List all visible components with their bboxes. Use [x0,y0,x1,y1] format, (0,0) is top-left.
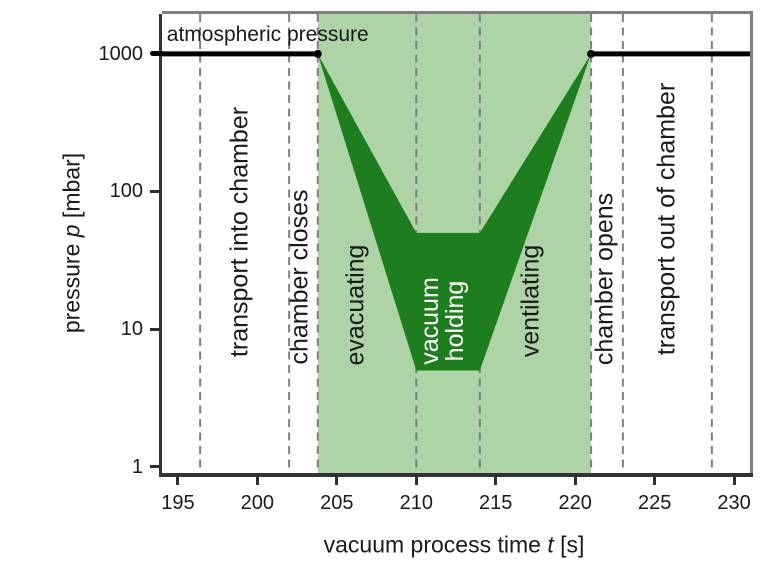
plot-border-top [162,11,753,14]
pressure-band [317,53,592,371]
x-tick-label: 220 [558,492,592,514]
y-tick-label: 10 [120,318,143,341]
x-tick-label: 210 [399,492,433,514]
phase-label-evacuating: evacuating [341,244,370,366]
x-axis-title-text: vacuum process time [323,531,548,558]
x-tick [732,477,736,485]
phase-label-ventilating: ventilating [516,244,545,358]
x-tick [653,477,657,485]
x-tick-label: 200 [240,492,275,514]
y-axis-title: pressure p [mbar] [59,152,86,332]
x-tick [176,477,180,485]
x-axis-title-unit: [s] [553,531,585,558]
x-tick [335,477,339,485]
x-tick [573,477,577,485]
y-tick-label: 100 [109,180,143,203]
phase-label-chamber-opens: chamber opens [590,193,619,366]
y-tick-label: 1 [131,455,143,478]
x-tick-label: 230 [717,492,751,514]
phase-label-transport-into-chamber: transport into chamber [225,106,254,357]
x-tick-label: 225 [637,492,672,514]
x-tick-label: 205 [320,492,354,514]
x-axis-title-variable: t [547,531,554,558]
y-axis-line [159,14,162,475]
x-tick-label: 195 [161,492,195,514]
plot-area [162,14,750,475]
atmospheric-pressure-annotation: atmospheric pressure [166,23,369,47]
y-tick [150,189,162,193]
x-axis-line [159,473,753,477]
y-axis-title-text: pressure [58,236,85,333]
x-tick [255,477,259,485]
y-tick [150,327,162,331]
line-endpoint-dot [587,49,596,58]
line-endpoint-dot [313,49,322,58]
y-axis-title-unit: [mbar] [58,152,85,224]
x-axis-title: vacuum process time t [s] [324,532,585,559]
y-tick-label: 1000 [98,42,144,65]
phase-label-chamber-closes: chamber closes [285,189,314,365]
phase-label-vacuum-holding: vacuum holding [416,276,470,365]
x-tick-label: 215 [479,492,513,514]
plot-border-right [750,11,753,475]
phase-label-transport-out-of-chamber: transport out of chamber [652,82,681,356]
y-axis-title-variable: p [58,223,85,237]
y-tick [150,465,162,469]
x-tick [494,477,498,485]
x-tick [414,477,418,485]
y-tick [150,51,163,57]
